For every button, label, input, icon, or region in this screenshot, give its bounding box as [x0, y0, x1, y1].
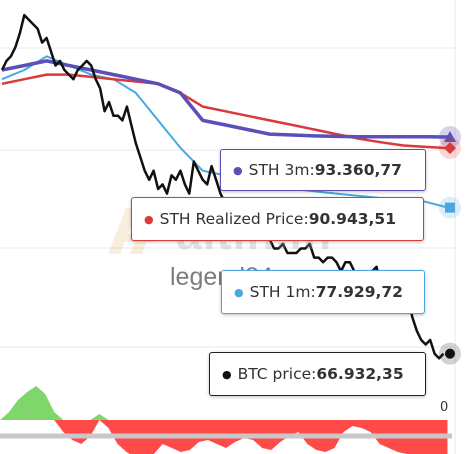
tooltip-sth-1m: ● STH 1m: 77.929,72: [221, 270, 425, 314]
tooltip-sth-3m-value: 93.360,77: [314, 161, 402, 179]
series-line-sth-3m: [1, 59, 449, 139]
oscillator-panel: [0, 386, 452, 454]
tooltip-sth-3m-label: STH 3m:: [248, 161, 315, 179]
oscillator-zero-label: 0: [440, 400, 449, 415]
tooltip-btc-label: BTC price:: [237, 365, 317, 383]
end-markers: [439, 126, 461, 365]
tooltip-sth-realized-value: 90.943,51: [308, 210, 396, 228]
tooltip-sth-1m-value: 77.929,72: [315, 283, 403, 301]
oscillator-positive-area: [0, 386, 448, 420]
sth-3m-dot-icon: ●: [233, 163, 243, 177]
tooltip-sth-1m-label: STH 1m:: [249, 283, 316, 301]
tooltip-btc-value: 66.932,35: [316, 365, 404, 383]
tooltip-sth-realized-label: STH Realized Price:: [159, 210, 309, 228]
sth-1m-dot-icon: ●: [234, 285, 244, 299]
tooltip-sth-realized-price: ● STH Realized Price: 90.943,51: [131, 197, 424, 241]
btc-dot-icon: ●: [222, 367, 232, 381]
sth-realized-diamond-marker-icon: [444, 142, 456, 155]
sth-realized-dot-icon: ●: [144, 212, 154, 226]
tooltip-btc-price: ● BTC price: 66.932,35: [209, 352, 426, 396]
btc-circle-marker-icon: [445, 348, 455, 359]
sth-3m-triangle-marker-icon: [444, 131, 456, 143]
tooltip-sth-3m: ● STH 3m: 93.360,77: [220, 149, 426, 191]
sth-1m-square-marker-icon: [445, 202, 455, 213]
